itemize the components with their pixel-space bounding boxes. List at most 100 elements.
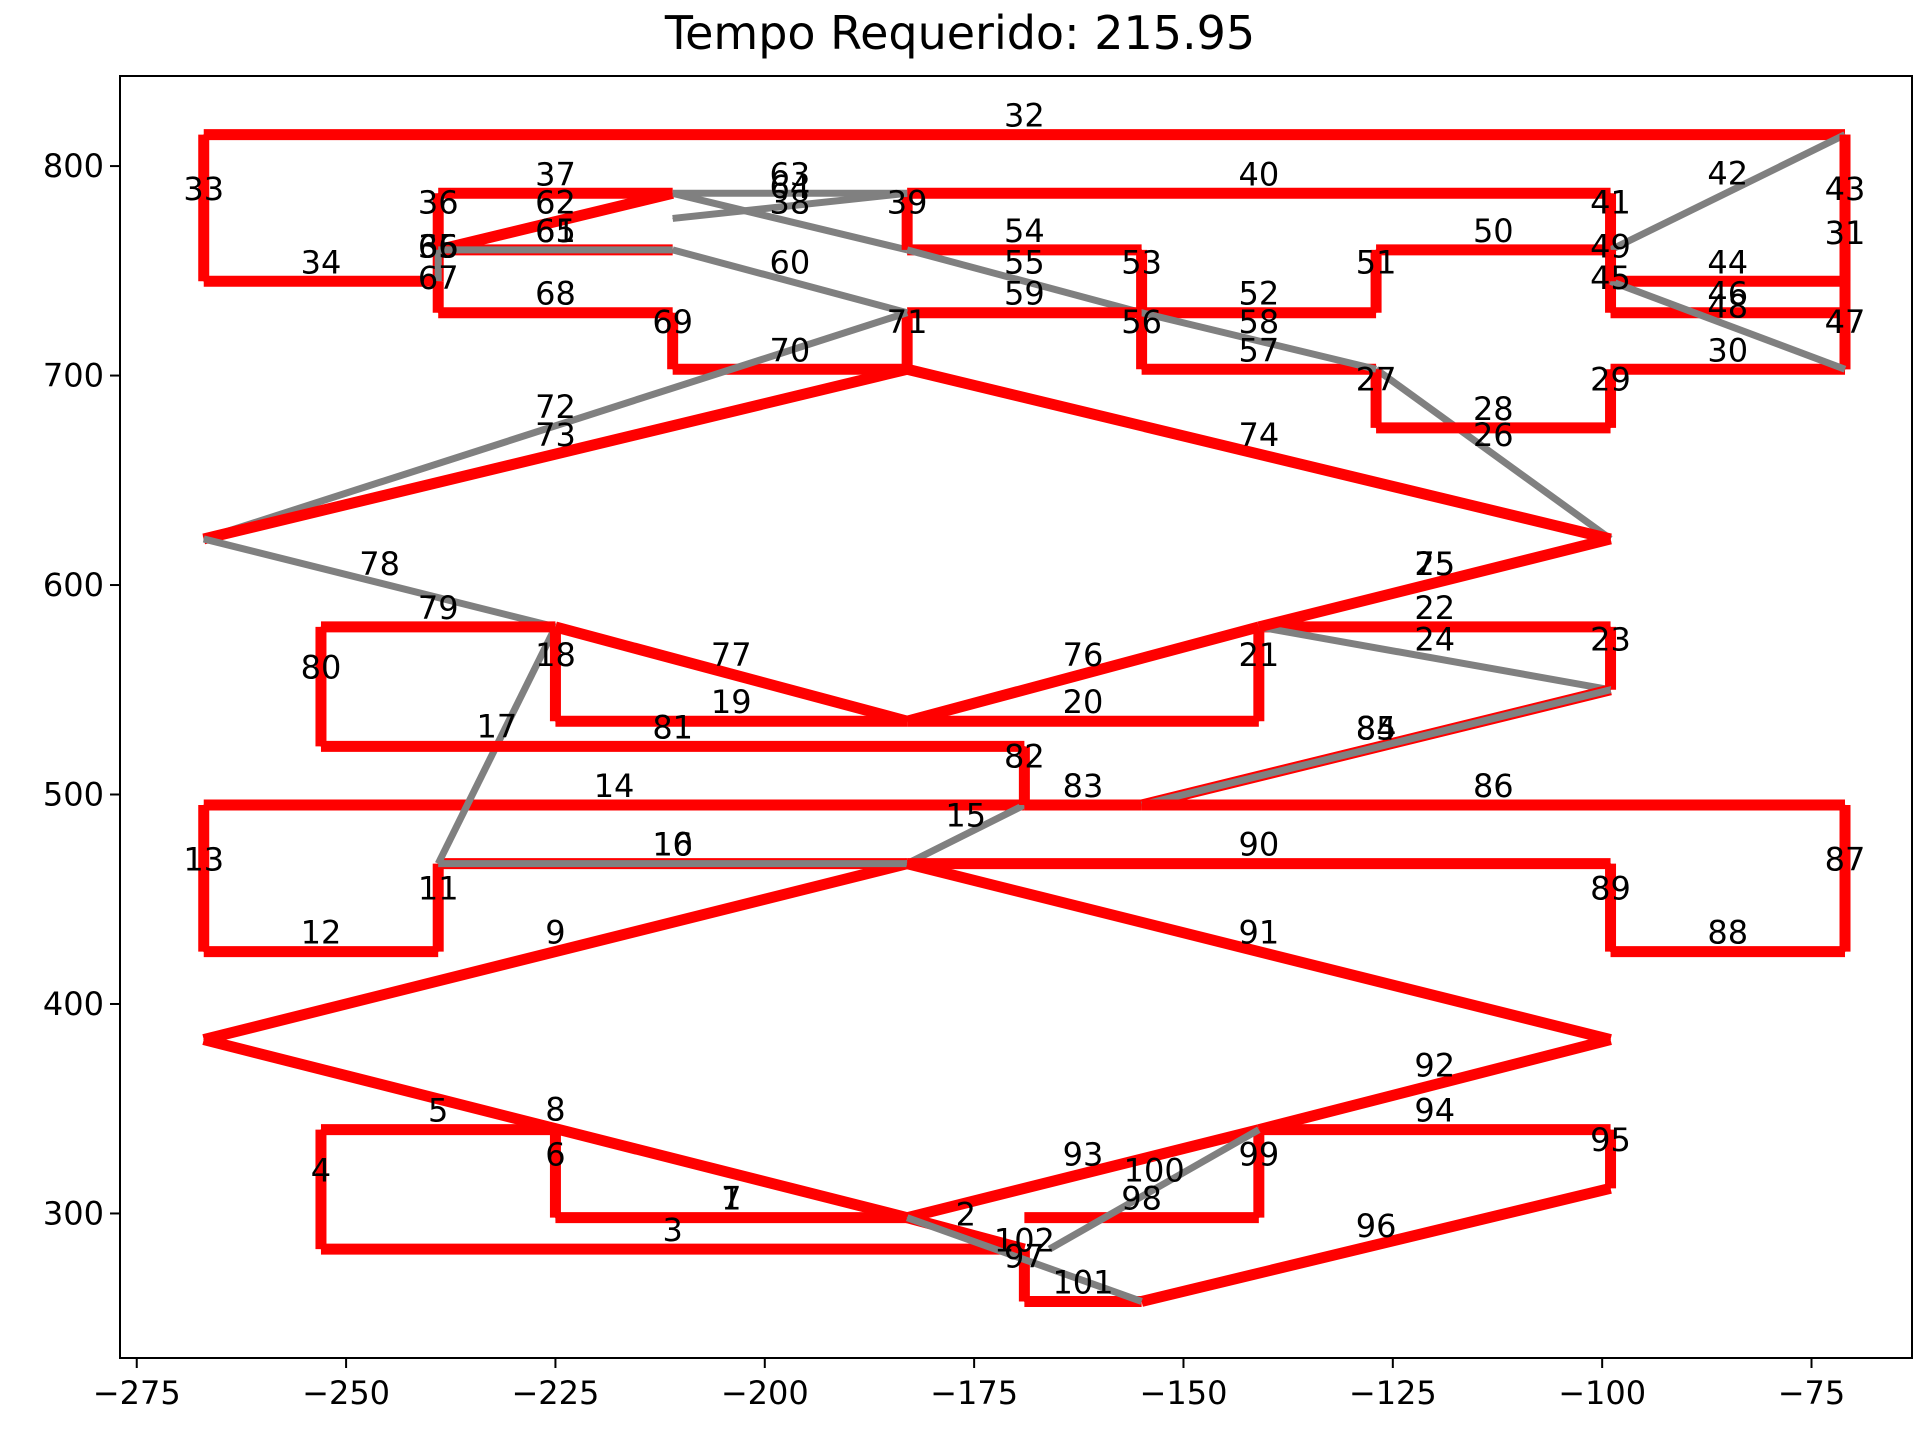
- segment-label-82: 82: [1004, 738, 1045, 776]
- segment-label-70: 70: [770, 331, 811, 369]
- segment-label-96: 96: [1356, 1207, 1397, 1245]
- y-tick-label: 500: [43, 776, 104, 814]
- segment-label-50: 50: [1473, 212, 1514, 250]
- segment-label-63: 63: [770, 155, 811, 193]
- segment-label-22: 22: [1414, 589, 1455, 627]
- route-segment-73: [202, 363, 909, 545]
- x-tick-label: −225: [511, 1374, 599, 1412]
- route-segment-60: [671, 246, 909, 317]
- route-segment-26: [1374, 366, 1613, 542]
- segment-label-88: 88: [1707, 914, 1748, 952]
- segment-label-16: 16: [652, 826, 693, 864]
- x-tick-label: −200: [721, 1374, 809, 1412]
- segment-label-64: 64: [770, 168, 811, 206]
- segment-label-13: 13: [183, 840, 224, 878]
- segment-label-5: 5: [428, 1092, 448, 1130]
- y-tick-label: 700: [43, 357, 104, 395]
- segment-label-62: 62: [535, 184, 576, 222]
- segment-label-66: 66: [418, 228, 459, 266]
- segment-label-44: 44: [1707, 243, 1748, 281]
- segment-label-20: 20: [1063, 683, 1104, 721]
- y-tick-label: 400: [43, 985, 104, 1023]
- segment-label-79: 79: [418, 589, 459, 627]
- segment-label-30: 30: [1707, 331, 1748, 369]
- route-segment-74: [905, 363, 1612, 545]
- segment-label-55: 55: [1004, 243, 1045, 281]
- segment-label-100: 100: [1124, 1151, 1185, 1189]
- segment-label-46: 46: [1707, 275, 1748, 313]
- route-segment-75: [1257, 533, 1612, 633]
- segment-label-52: 52: [1238, 275, 1279, 313]
- segment-label-93: 93: [1063, 1136, 1104, 1174]
- segment-label-98: 98: [1121, 1180, 1162, 1218]
- segment-label-76: 76: [1063, 636, 1104, 674]
- segment-label-86: 86: [1473, 767, 1514, 805]
- segment-label-6: 6: [545, 1136, 565, 1174]
- segment-label-10: 10: [652, 826, 693, 864]
- route-segment-9: [202, 858, 909, 1045]
- route-segment-102: [905, 1214, 1143, 1305]
- route-segment-62: [436, 187, 674, 256]
- segment-label-18: 18: [535, 636, 576, 674]
- segment-label-80: 80: [301, 649, 342, 687]
- segment-label-1: 1: [721, 1180, 741, 1218]
- segment-label-73: 73: [535, 416, 576, 454]
- segment-layer: [198, 129, 1851, 1307]
- route-segment-93: [905, 1124, 1261, 1223]
- x-tick-label: −150: [1140, 1374, 1228, 1412]
- segment-label-85: 85: [1356, 709, 1397, 747]
- route-segment-77: [554, 621, 909, 727]
- route-segment-48: [1609, 278, 1847, 373]
- segment-label-19: 19: [711, 683, 752, 721]
- segment-label-32: 32: [1004, 97, 1045, 135]
- x-tick-label: −100: [1558, 1374, 1646, 1412]
- segment-label-39: 39: [887, 184, 928, 222]
- segment-label-29: 29: [1590, 361, 1631, 399]
- y-tick-label: 300: [43, 1194, 104, 1232]
- segment-label-65: 65: [535, 212, 576, 250]
- segment-label-14: 14: [594, 767, 635, 805]
- segment-label-51: 51: [1356, 243, 1397, 281]
- segment-label-49: 49: [1590, 228, 1631, 266]
- segment-label-24: 24: [1414, 620, 1455, 658]
- segment-label-28: 28: [1473, 390, 1514, 428]
- segment-label-17: 17: [476, 707, 517, 745]
- route-segment-24: [1258, 623, 1612, 694]
- route-segment-38: [671, 189, 908, 254]
- segment-label-8: 8: [545, 1091, 565, 1129]
- segment-label-74: 74: [1238, 416, 1279, 454]
- route-segment-100: [1047, 1126, 1261, 1253]
- x-tick-label: −175: [930, 1374, 1018, 1412]
- segment-label-58: 58: [1238, 303, 1279, 341]
- route-segment-85: [1140, 686, 1612, 809]
- segment-label-53: 53: [1121, 243, 1162, 281]
- segment-label-2: 2: [956, 1195, 976, 1233]
- segment-label-57: 57: [1238, 331, 1279, 369]
- segment-label-47: 47: [1825, 303, 1866, 341]
- segment-label-34: 34: [301, 243, 342, 281]
- x-tick-label: −75: [1778, 1374, 1846, 1412]
- segment-label-56: 56: [1121, 303, 1162, 341]
- route-segment-55: [906, 246, 1143, 317]
- route-segment-58: [1140, 309, 1377, 373]
- route-segment-96: [1140, 1182, 1612, 1307]
- route-segment-72: [202, 309, 909, 543]
- segment-label-27: 27: [1356, 361, 1397, 399]
- segment-label-21: 21: [1238, 636, 1279, 674]
- segment-label-78: 78: [359, 545, 400, 583]
- segment-label-38: 38: [770, 184, 811, 222]
- segment-label-67: 67: [418, 259, 459, 297]
- segment-label-42: 42: [1707, 154, 1748, 192]
- segment-label-87: 87: [1825, 840, 1866, 878]
- segment-label-81: 81: [652, 708, 693, 746]
- y-tick-label: 800: [43, 147, 104, 185]
- x-tick-label: −250: [302, 1374, 390, 1412]
- route-segment-78: [202, 535, 557, 631]
- segment-label-59: 59: [1004, 275, 1045, 313]
- segment-label-71: 71: [887, 303, 928, 341]
- segment-label-31: 31: [1825, 214, 1866, 252]
- segment-label-99: 99: [1238, 1136, 1279, 1174]
- segment-label-25: 25: [1414, 545, 1455, 583]
- segment-label-9: 9: [545, 914, 565, 952]
